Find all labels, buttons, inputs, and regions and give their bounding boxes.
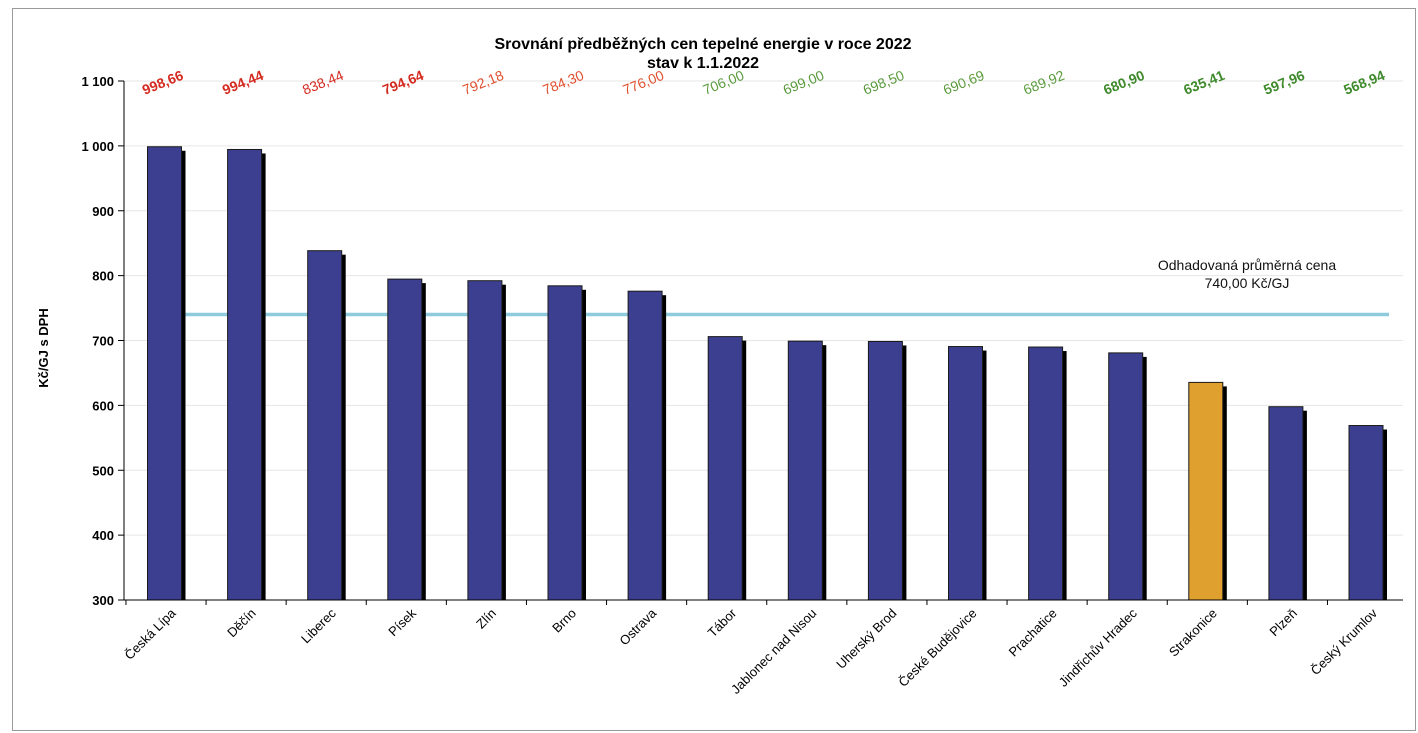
bar bbox=[627, 290, 663, 601]
category-label: Česká Lípa bbox=[122, 605, 180, 663]
y-tick-label: 400 bbox=[92, 528, 114, 543]
y-tick-label: 800 bbox=[92, 269, 114, 284]
value-label: 689,92 bbox=[1021, 67, 1067, 98]
value-label: 635,41 bbox=[1181, 67, 1227, 98]
y-tick-label: 700 bbox=[92, 334, 114, 349]
category-label: Tábor bbox=[705, 605, 740, 640]
category-label: Uherský Brod bbox=[833, 606, 899, 672]
value-label: 699,00 bbox=[781, 67, 827, 98]
chart-frame: Srovnání předběžných cen tepelné energie… bbox=[12, 8, 1416, 731]
y-tick-label: 1 000 bbox=[81, 139, 114, 154]
y-axis-label: Kč/GJ s DPH bbox=[36, 308, 51, 387]
category-label: Plzeň bbox=[1266, 606, 1300, 640]
bar bbox=[467, 280, 503, 601]
bar bbox=[227, 148, 263, 601]
category-label: Brno bbox=[549, 606, 579, 636]
bar bbox=[1028, 346, 1064, 601]
y-tick-label: 1 100 bbox=[81, 74, 114, 89]
bar bbox=[307, 250, 343, 601]
category-label: Strakonice bbox=[1166, 606, 1220, 660]
bar bbox=[867, 340, 903, 601]
bar bbox=[387, 278, 423, 601]
y-tick-label: 600 bbox=[92, 398, 114, 413]
value-label: 698,50 bbox=[861, 67, 907, 98]
value-label: 776,00 bbox=[620, 67, 666, 98]
axis-layer: 1 100 1 000 900 800 700 600 500 400 300 bbox=[81, 74, 1403, 608]
category-label: Český Krumlov bbox=[1308, 605, 1381, 678]
category-label: České Budějovice bbox=[895, 606, 979, 690]
bar bbox=[948, 346, 983, 601]
value-label: 998,66 bbox=[140, 67, 186, 98]
category-label: Zlín bbox=[473, 606, 499, 632]
value-label: 690,69 bbox=[941, 67, 987, 98]
value-label: 568,94 bbox=[1341, 67, 1387, 98]
value-label: 792,18 bbox=[460, 67, 506, 98]
bar bbox=[1348, 425, 1384, 601]
bar-layer bbox=[147, 146, 1387, 601]
value-label: 994,44 bbox=[220, 67, 266, 98]
bar bbox=[1268, 406, 1304, 601]
y-tick-label: 500 bbox=[92, 463, 114, 478]
category-label: Prachatice bbox=[1006, 606, 1060, 660]
y-tick-label: 900 bbox=[92, 204, 114, 219]
bar bbox=[707, 336, 743, 601]
value-label: 597,96 bbox=[1261, 67, 1307, 98]
chart-svg: Srovnání předběžných cen tepelné energie… bbox=[36, 36, 1403, 697]
bar bbox=[787, 340, 823, 601]
bar bbox=[547, 285, 583, 601]
category-label: Jindřichův Hradec bbox=[1056, 605, 1141, 690]
value-label: 838,44 bbox=[300, 67, 346, 98]
value-label: 680,90 bbox=[1101, 67, 1147, 98]
category-label: Děčín bbox=[224, 606, 259, 641]
bar bbox=[147, 146, 182, 601]
category-label: Písek bbox=[385, 605, 419, 639]
chart-subtitle: stav k 1.1.2022 bbox=[647, 55, 759, 72]
value-label: 794,64 bbox=[380, 67, 426, 98]
category-label: Ostrava bbox=[616, 605, 659, 648]
bar bbox=[1188, 381, 1224, 601]
category-label: Jablonec nad Nisou bbox=[728, 606, 819, 697]
y-tick-label: 300 bbox=[92, 593, 114, 608]
chart-title: Srovnání předběžných cen tepelné energie… bbox=[494, 36, 911, 53]
value-label: 784,30 bbox=[540, 67, 586, 98]
category-label: Liberec bbox=[298, 605, 339, 646]
bar bbox=[1108, 352, 1144, 601]
reference-line-value: 740,00 Kč/GJ bbox=[1205, 275, 1290, 291]
reference-line-label: Odhadovaná průměrná cena bbox=[1158, 257, 1336, 273]
